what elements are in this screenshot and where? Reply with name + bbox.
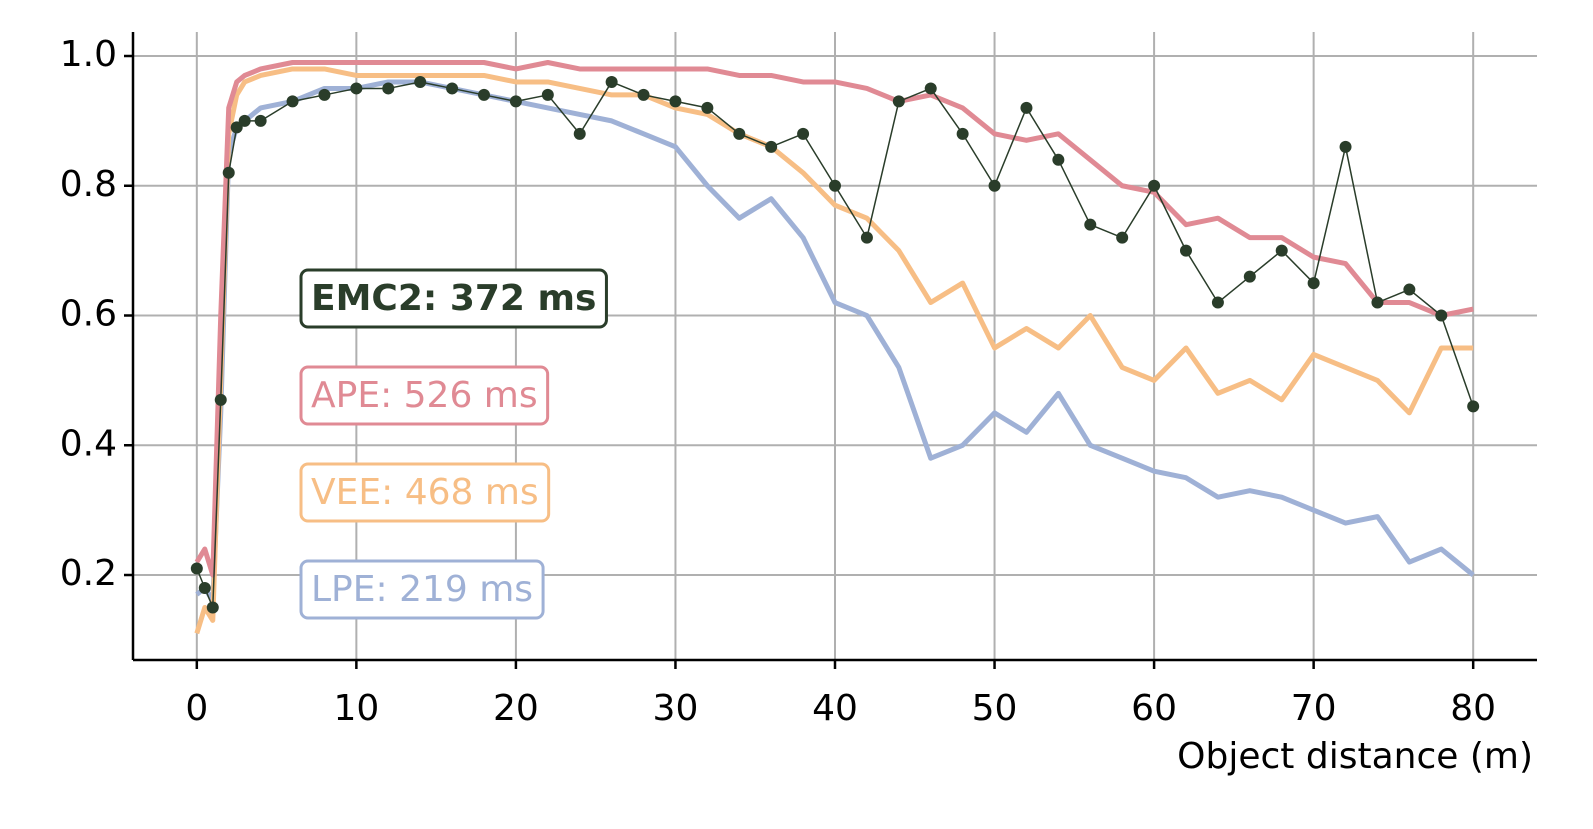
data-point <box>254 114 267 127</box>
data-point <box>1116 231 1129 244</box>
y-tick-label: 1.0 <box>60 34 117 75</box>
data-point <box>1180 244 1192 257</box>
x-tick-label: 60 <box>1131 688 1177 729</box>
data-point <box>230 121 243 134</box>
data-point <box>1403 283 1416 296</box>
data-point <box>988 179 1001 192</box>
data-point <box>1467 400 1480 413</box>
data-point <box>214 393 227 406</box>
data-point <box>318 88 331 101</box>
data-point <box>573 127 586 140</box>
data-point <box>222 166 235 179</box>
data-point <box>860 231 873 244</box>
data-point <box>478 88 490 101</box>
data-point <box>924 82 937 95</box>
data-point <box>198 581 211 594</box>
data-point <box>605 75 618 88</box>
data-point <box>956 127 969 140</box>
legend-label: APE: 526 ms <box>311 375 538 416</box>
x-tick-label: 50 <box>972 688 1018 729</box>
x-axis-label: Object distance (m) <box>1177 736 1533 777</box>
legend-label: LPE: 219 ms <box>311 569 533 610</box>
data-point <box>350 82 363 95</box>
data-point <box>414 75 427 88</box>
y-tick-label: 0.4 <box>60 423 117 464</box>
data-point <box>1307 277 1320 290</box>
data-point <box>1052 153 1065 166</box>
legend-box <box>299 462 551 523</box>
data-point <box>1371 296 1384 309</box>
x-tick-label: 30 <box>653 688 699 729</box>
data-point <box>1275 244 1288 257</box>
data-point <box>797 127 810 140</box>
legend-box <box>299 365 550 426</box>
data-point <box>446 82 459 95</box>
data-point <box>1020 101 1033 114</box>
series-line <box>196 81 1474 609</box>
series-line <box>195 79 1475 604</box>
y-tick-label: 0.2 <box>60 553 117 594</box>
data-point <box>238 114 251 127</box>
x-tick-label: 40 <box>812 688 858 729</box>
legend-box <box>299 268 608 329</box>
data-point <box>765 140 778 153</box>
y-tick-label: 0.6 <box>60 294 117 335</box>
data-point <box>509 95 522 108</box>
data-point <box>669 95 682 108</box>
data-point <box>1435 309 1448 322</box>
data-point <box>1211 296 1224 309</box>
x-tick-label: 80 <box>1450 688 1496 729</box>
legend-box <box>299 559 545 620</box>
data-point <box>382 82 395 95</box>
x-tick-label: 70 <box>1291 688 1337 729</box>
series-line <box>194 59 1474 578</box>
data-point <box>701 101 714 114</box>
data-point <box>892 95 905 108</box>
data-point <box>1084 218 1097 231</box>
data-point <box>206 601 219 614</box>
data-point <box>637 88 650 101</box>
data-point <box>733 127 746 140</box>
x-tick-label: 0 <box>185 688 208 729</box>
data-point <box>286 95 299 108</box>
data-point <box>829 179 841 192</box>
y-tick-label: 0.8 <box>60 164 117 205</box>
data-point <box>1148 179 1161 192</box>
data-point <box>1339 140 1352 153</box>
data-point <box>1243 270 1256 283</box>
x-tick-label: 10 <box>333 688 379 729</box>
data-point <box>541 88 554 101</box>
data-point <box>190 562 203 575</box>
legend-label: VEE: 468 ms <box>311 472 539 513</box>
x-tick-label: 20 <box>493 688 539 729</box>
legend-label: EMC2: 372 ms <box>311 278 596 319</box>
